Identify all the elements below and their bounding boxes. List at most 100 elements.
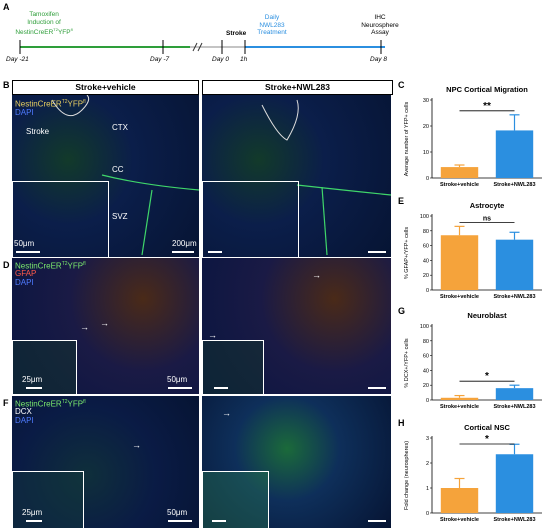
stain-label-dapi: DAPI	[15, 108, 34, 117]
scale-bar-main	[168, 520, 192, 522]
region-cc: CC	[112, 165, 124, 174]
x-tick-label: Stroke+vehicle	[440, 517, 479, 523]
chart-h: Cortical NSC Fold change (neurospheres) 0 1…	[404, 423, 542, 523]
significance-label: ns	[483, 215, 491, 222]
y-tick-label: 40	[423, 258, 429, 264]
y-tick-label: 30	[423, 98, 429, 104]
micrograph-d-nwl283: → →	[202, 258, 391, 394]
scale-label-inset: 25μm	[22, 375, 43, 384]
panel-letter-d: D	[3, 260, 10, 270]
inset-frame	[202, 181, 299, 257]
scale-bar-main	[368, 251, 386, 253]
y-tick-label: 1	[426, 486, 429, 492]
inset-frame	[12, 181, 109, 257]
stain-label-gfap: GFAP	[15, 269, 37, 278]
y-tick-label: 10	[423, 150, 429, 156]
y-tick-label: 20	[423, 383, 429, 389]
y-tick-label: 2	[426, 461, 429, 467]
micrograph-b-nwl283	[202, 95, 391, 257]
scale-bar-inset	[26, 387, 42, 389]
h1-label: 1h	[240, 56, 248, 63]
micrograph-d-vehicle: NestinCreERT2YFPfl GFAP DAPI 25μm 50μm →…	[12, 258, 199, 394]
inset-frame	[202, 340, 264, 394]
region-ctx: CTX	[112, 123, 128, 132]
day-8-label: Day 8	[370, 56, 387, 63]
panel-letter-c: C	[398, 80, 405, 90]
y-tick-label: 0	[426, 288, 429, 294]
panel-letter-h: H	[398, 418, 405, 428]
scale-bar-main	[368, 387, 386, 389]
micrograph-f-vehicle: NestinCreERT2YFPfl DCX DAPI 25μm 50μm →	[12, 396, 199, 528]
tissue-outline	[261, 99, 391, 256]
stain-label-yfp: NestinCreERT2YFPfl	[15, 399, 86, 409]
x-tick-label: Stroke+NWL283	[493, 404, 535, 410]
y-tick-label: 0	[426, 176, 429, 182]
stain-label-yfp: NestinCreERT2YFPfl	[15, 261, 86, 271]
scale-label-main: 50μm	[167, 508, 188, 517]
y-tick-label: 60	[423, 354, 429, 360]
day-m7-label: Day -7	[150, 56, 170, 63]
x-tick-label: Stroke+vehicle	[440, 404, 479, 410]
stain-label-dapi: DAPI	[15, 278, 34, 287]
y-tick-label: 80	[423, 229, 429, 235]
chart-title: Cortical NSC	[464, 423, 510, 432]
chart-e: Astrocyte % GFAP+/YFP+ cells 0 20 40 60 80 100 S…	[404, 201, 542, 300]
stain-label-yfp: NestinCreERT2YFPfl	[15, 99, 86, 109]
tamoxifen-line3: NestinCreERT2YFPfl	[15, 27, 73, 37]
day-m21-label: Day -21	[6, 56, 29, 63]
header-stroke-vehicle: Stroke+vehicle	[12, 80, 199, 95]
panel-letter-f: F	[3, 398, 9, 408]
x-tick-label: Stroke+NWL283	[493, 517, 535, 523]
region-stroke: Stroke	[26, 127, 50, 136]
x-tick-label: Stroke+vehicle	[440, 182, 479, 188]
scale-label-inset: 25μm	[22, 508, 43, 517]
y-tick-label: 80	[423, 339, 429, 345]
ihc-label: IHC Neurosphere Assay	[361, 14, 399, 36]
bar-vehicle	[440, 167, 479, 178]
scale-bar-main	[168, 387, 192, 389]
bar-nwl283	[495, 239, 534, 290]
significance-label: *	[485, 434, 489, 445]
bar-nwl283	[495, 130, 534, 178]
arrow-icon: →	[80, 322, 89, 332]
tamoxifen-label: Tamoxifen Induction of NestinCreERT2YFPf…	[4, 11, 84, 37]
stain-label-dcx: DCX	[15, 407, 32, 416]
significance-label: *	[485, 371, 489, 382]
scale-bar-inset	[208, 251, 222, 253]
bar-nwl283	[495, 388, 534, 400]
inset-frame	[12, 340, 77, 394]
region-svz: SVZ	[112, 212, 128, 221]
arrow-icon: →	[222, 408, 231, 418]
timeline-break-mark	[192, 42, 198, 52]
y-axis-label: % DCX+/YFP+ cells	[404, 338, 410, 387]
day-0-label: Day 0	[212, 56, 229, 63]
scale-bar-inset	[16, 251, 40, 253]
micrograph-f-nwl283: →	[202, 396, 391, 528]
scale-label-inset: 50μm	[14, 239, 35, 248]
y-tick-label: 3	[426, 436, 429, 442]
inset-frame	[12, 471, 84, 528]
y-axis-label: Average number of YFP+ cells	[404, 101, 410, 176]
y-tick-label: 20	[423, 124, 429, 130]
y-tick-label: 60	[423, 244, 429, 250]
scale-bar-inset	[214, 387, 228, 389]
scale-label-main: 50μm	[167, 375, 188, 384]
panel-letter-b: B	[3, 80, 10, 90]
arrow-icon: →	[100, 318, 109, 328]
timeline-axis	[19, 40, 385, 54]
y-axis-label: % GFAP+/YFP+ cells	[404, 227, 410, 280]
bar-nwl283	[495, 454, 534, 513]
y-tick-label: 100	[420, 324, 429, 330]
scale-bar-main	[368, 520, 386, 522]
daily-treatment-label: Daily NWL283 Treatment	[257, 14, 287, 36]
arrow-icon: →	[132, 440, 141, 450]
y-tick-label: 0	[426, 398, 429, 404]
y-tick-label: 40	[423, 368, 429, 374]
tamoxifen-line2: Induction of	[27, 18, 61, 26]
scale-bar-main	[172, 251, 194, 253]
x-tick-label: Stroke+NWL283	[493, 294, 535, 300]
significance-label: **	[483, 101, 491, 112]
x-tick-label: Stroke+NWL283	[493, 182, 535, 188]
tamoxifen-line1: Tamoxifen	[29, 11, 59, 18]
y-tick-label: 20	[423, 273, 429, 279]
